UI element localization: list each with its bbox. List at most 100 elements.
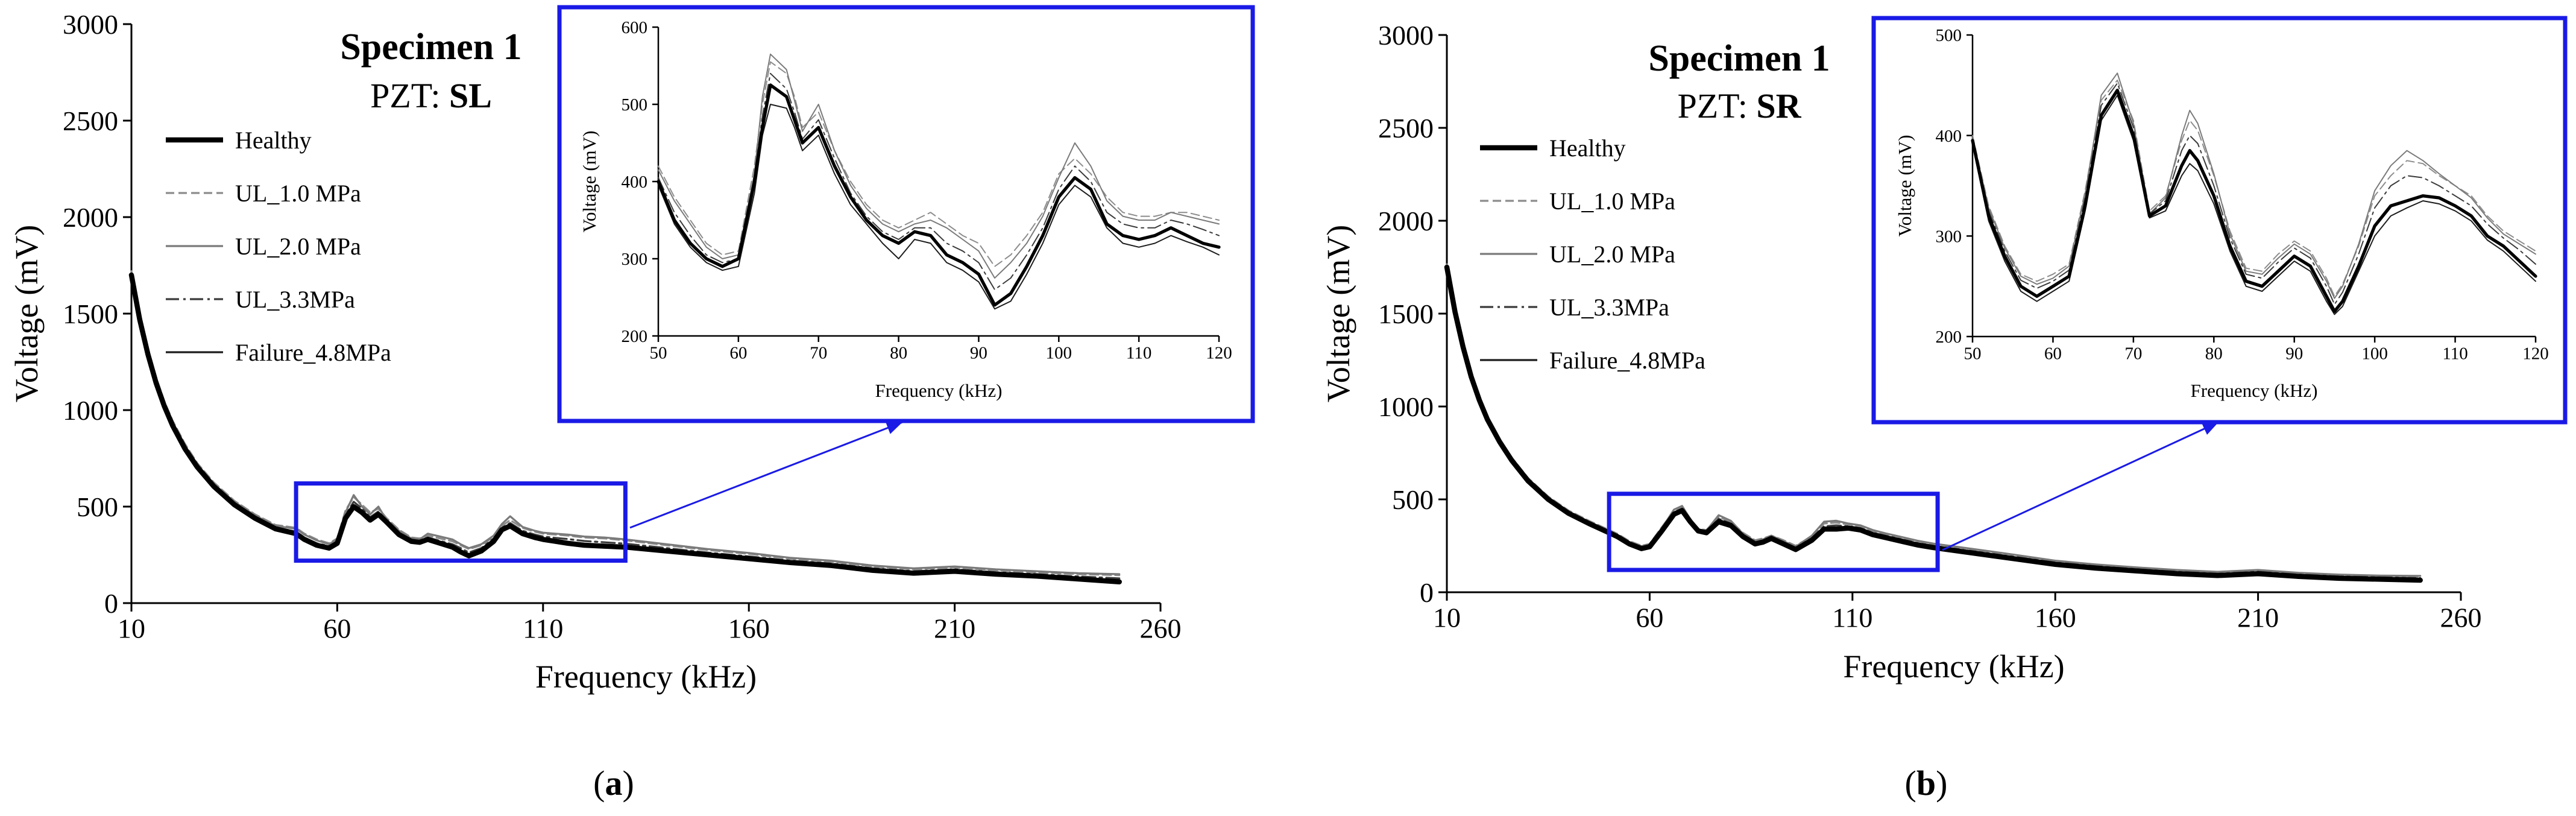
y-tick-label-0: 2500 xyxy=(63,106,118,136)
x-tick-label-1: 10 xyxy=(1433,603,1461,633)
overlay-a: Specimen 1 PZT: SL Healthy UL_1.0 MPa UL_2… xyxy=(166,27,522,366)
specimen-title-b: Specimen 1 xyxy=(1648,38,1830,79)
legend-label-4: Failure_4.8MPa xyxy=(235,339,391,366)
x-tick-label-0: 260 xyxy=(1140,613,1182,644)
x-tick-label-1: 260 xyxy=(2440,603,2482,633)
inset-y-tick-label-0: 500 xyxy=(622,95,648,115)
y-tick-label-0: 1000 xyxy=(63,395,118,426)
inset-y-tick-label-1: 500 xyxy=(1936,26,1962,45)
x-tick-label-0: 10 xyxy=(118,613,145,644)
inset-series-line-healthy-0 xyxy=(657,83,1221,307)
zoom-connector-0 xyxy=(629,421,903,529)
legend-label-1: UL_1.0 MPa xyxy=(235,180,361,207)
zoom-connector-1 xyxy=(1942,421,2219,551)
x-tick-label-0: 110 xyxy=(523,613,563,644)
legend-label-0: Healthy xyxy=(235,127,312,154)
specimen-title-a: Specimen 1 xyxy=(340,27,521,68)
y-tick-label-1: 2000 xyxy=(1378,206,1434,236)
x-tick-label-0: 210 xyxy=(934,613,975,644)
y-tick-label-1: 2500 xyxy=(1378,113,1434,144)
x-tick-label-0: 60 xyxy=(323,613,351,644)
inset-x-tick-label-1: 100 xyxy=(2361,344,2388,364)
y-axis-label-0: Voltage (mV) xyxy=(8,225,45,402)
x-tick-label-1: 110 xyxy=(1832,603,1872,633)
x-axis-label-0: Frequency (kHz) xyxy=(535,659,757,695)
main-plot-a: 0 500 1000 1500 2000 2500 3000 10 60 110 160 210 260… xyxy=(8,9,1182,695)
inset-x-tick-label-0: 100 xyxy=(1046,344,1072,363)
inset-x-tick-label-0: 110 xyxy=(1126,344,1151,363)
x-tick-label-0: 160 xyxy=(728,613,770,644)
y-tick-label-1: 1500 xyxy=(1378,299,1434,329)
y-axis-label-1: Voltage (mV) xyxy=(1320,225,1356,402)
inset-series-line-ul-2-0-mpa-1 xyxy=(1972,72,2536,299)
inset-y-tick-label-0: 600 xyxy=(622,18,648,37)
y-tick-label-1: 3000 xyxy=(1378,20,1434,51)
inset-x-tick-label-0: 80 xyxy=(890,344,907,363)
inset-y-axis-label-0: Voltage (mV) xyxy=(579,130,600,232)
panel-label-b: (b) xyxy=(1905,764,1948,803)
zoom-arrowhead-1 xyxy=(2201,422,2219,435)
x-axis-label-1: Frequency (kHz) xyxy=(1843,648,2064,685)
inset-b: 200 300 400 500 50 60 70 80 90 100 110 120 Frequency… xyxy=(1871,16,2568,425)
inset-series-line-healthy-1 xyxy=(1971,89,2537,313)
legend-b: Healthy UL_1.0 MPa UL_2.0 MPa UL_3.3MPa Fail… xyxy=(1480,134,1705,374)
inset-x-tick-label-0: 70 xyxy=(810,344,827,363)
inset-x-tick-label-1: 120 xyxy=(2522,344,2549,364)
y-tick-label-1: 1000 xyxy=(1378,391,1434,422)
legend-label-0: Healthy xyxy=(1549,134,1626,162)
inset-a: 200 300 400 500 600 50 60 70 80 90 100 110 120 Freque… xyxy=(557,5,1255,423)
y-tick-label-1: 500 xyxy=(1392,484,1434,515)
series-line-healthy-0 xyxy=(128,272,1122,585)
inset-y-tick-label-1: 200 xyxy=(1936,327,1962,347)
legend-label-2: UL_2.0 MPa xyxy=(235,233,361,260)
inset-x-tick-label-0: 90 xyxy=(970,344,987,363)
legend-label-2: UL_2.0 MPa xyxy=(1549,241,1675,268)
inset-x-axis-label-0: Frequency (kHz) xyxy=(875,380,1003,401)
inset-x-tick-label-1: 110 xyxy=(2442,344,2467,364)
inset-x-tick-label-1: 70 xyxy=(2124,344,2142,364)
zoom-highlight-box-0 xyxy=(294,481,628,563)
inset-x-tick-label-1: 90 xyxy=(2285,344,2303,364)
x-tick-label-1: 60 xyxy=(1636,603,1663,633)
pzt-label-b: PZT: SR xyxy=(1678,86,1802,125)
y-tick-label-0: 2000 xyxy=(63,202,118,233)
y-tick-label-1: 0 xyxy=(1420,577,1434,608)
zoom-arrowhead-0 xyxy=(885,422,902,434)
legend-label-4: Failure_4.8MPa xyxy=(1549,347,1705,374)
inset-x-tick-label-1: 80 xyxy=(2205,344,2223,364)
inset-x-tick-label-0: 120 xyxy=(1206,344,1232,363)
panel-label-a: (a) xyxy=(593,764,634,803)
legend-label-3: UL_3.3MPa xyxy=(235,286,355,313)
inset-series-line-ul-1-0-mpa-1 xyxy=(1972,80,2536,297)
main-plot-b: 0 500 1000 1500 2000 2500 3000 10 60 110 160 210 260… xyxy=(1320,20,2482,685)
inset-y-tick-label-1: 300 xyxy=(1936,227,1962,246)
inset-x-tick-label-1: 60 xyxy=(2044,344,2062,364)
inset-y-tick-label-1: 400 xyxy=(1936,127,1962,146)
inset-y-tick-label-0: 300 xyxy=(622,250,648,269)
y-tick-label-0: 500 xyxy=(77,492,118,522)
legend-label-1: UL_1.0 MPa xyxy=(1549,188,1675,215)
x-tick-label-1: 160 xyxy=(2035,603,2076,633)
x-tick-label-1: 210 xyxy=(2237,603,2279,633)
y-tick-label-0: 1500 xyxy=(63,299,118,329)
panel-b: 0 500 1000 1500 2000 2500 3000 10 60 110 160 210 260… xyxy=(1320,16,2568,803)
inset-series-line-failure-4-8mpa-0 xyxy=(658,104,1220,310)
inset-x-tick-label-1: 50 xyxy=(1964,344,1982,364)
inset-y-tick-label-0: 200 xyxy=(622,327,648,346)
y-tick-label-0: 0 xyxy=(104,588,118,619)
inset-y-axis-label-1: Voltage (mV) xyxy=(1894,134,1915,236)
inset-y-tick-label-0: 400 xyxy=(622,172,648,192)
inset-x-tick-label-0: 60 xyxy=(729,344,747,363)
legend-a: Healthy UL_1.0 MPa UL_2.0 MPa UL_3.3MPa Fail… xyxy=(166,127,391,366)
inset-x-tick-label-0: 50 xyxy=(650,344,667,363)
y-tick-label-0: 3000 xyxy=(63,9,118,40)
legend-label-3: UL_3.3MPa xyxy=(1549,294,1669,321)
zoom-highlight-box-1 xyxy=(1607,492,1940,572)
series-line-healthy-1 xyxy=(1444,264,2423,583)
overlay-b: Specimen 1 PZT: SR Healthy UL_1.0 MPa UL_2… xyxy=(1480,38,1830,374)
inset-frame-0 xyxy=(557,5,1255,423)
panel-a: 0 500 1000 1500 2000 2500 3000 10 60 110 160 210 260… xyxy=(8,5,1255,803)
pzt-label-a: PZT: SL xyxy=(370,76,492,115)
inset-series-line-ul-2-0-mpa-0 xyxy=(658,53,1220,279)
